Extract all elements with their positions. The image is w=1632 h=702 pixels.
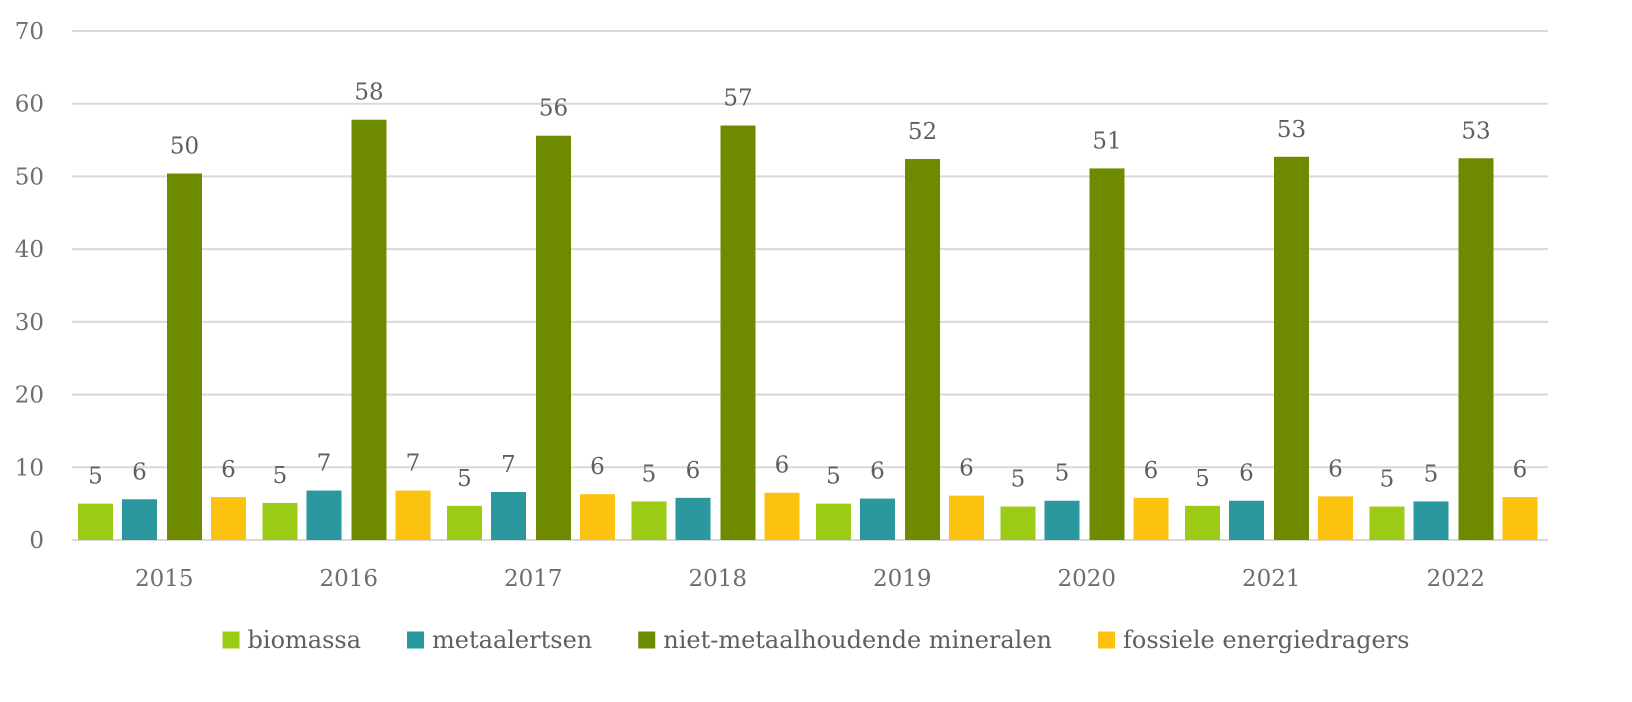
x-tick-label: 2020 bbox=[1057, 566, 1116, 592]
legend-swatch bbox=[407, 631, 425, 649]
x-tick-label: 2017 bbox=[504, 566, 563, 592]
bar-niet-metaalhoudende-mineralen-2018 bbox=[720, 125, 756, 541]
data-label: 6 bbox=[1328, 456, 1343, 482]
data-label: 53 bbox=[1461, 118, 1490, 144]
bar-biomassa-2016 bbox=[262, 502, 298, 540]
bar-metaalertsen-2020 bbox=[1044, 500, 1080, 540]
bar-metaalertsen-2016 bbox=[306, 490, 342, 540]
y-axis: 0 10 20 30 40 50 60 70 bbox=[15, 19, 44, 554]
legend-label: niet-metaalhoudende mineralen bbox=[663, 626, 1052, 654]
bar-fossiele-energiedragers-2017 bbox=[580, 494, 615, 540]
y-tick-label: 50 bbox=[15, 164, 44, 190]
data-label: 5 bbox=[273, 463, 288, 489]
bar-biomassa-2015 bbox=[78, 503, 113, 540]
data-label: 5 bbox=[642, 461, 657, 487]
data-label: 5 bbox=[88, 464, 103, 490]
bar-niet-metaalhoudende-mineralen-2016 bbox=[351, 119, 387, 540]
bar-niet-metaalhoudende-mineralen-2019 bbox=[905, 158, 940, 540]
bar-fossiele-energiedragers-2021 bbox=[1318, 496, 1353, 540]
x-tick-label: 2021 bbox=[1242, 566, 1301, 592]
data-label: 7 bbox=[317, 451, 332, 477]
data-label: 6 bbox=[686, 458, 701, 484]
bar-biomassa-2019 bbox=[816, 503, 851, 540]
gridlines bbox=[72, 30, 1548, 541]
data-label: 53 bbox=[1277, 117, 1306, 143]
data-label: 6 bbox=[1239, 461, 1254, 487]
y-tick-label: 0 bbox=[29, 528, 44, 554]
x-tick-label: 2022 bbox=[1426, 566, 1485, 592]
legend: biomassa metaalertsen niet-metaalhoudende … bbox=[222, 626, 1409, 654]
data-label: 6 bbox=[132, 459, 147, 485]
data-label: 5 bbox=[1424, 461, 1439, 487]
y-tick-label: 40 bbox=[15, 237, 44, 263]
data-label: 6 bbox=[1513, 457, 1528, 483]
bar-biomassa-2017 bbox=[447, 505, 482, 540]
bar-metaalertsen-2021 bbox=[1229, 500, 1264, 540]
legend-swatch bbox=[222, 631, 240, 649]
legend-swatch bbox=[1098, 631, 1116, 649]
bar-metaalertsen-2017 bbox=[491, 492, 526, 540]
legend-label: fossiele energiedragers bbox=[1123, 626, 1409, 654]
data-label: 57 bbox=[723, 86, 752, 112]
data-label: 5 bbox=[457, 466, 472, 492]
y-tick-label: 20 bbox=[15, 383, 44, 409]
bar-metaalertsen-2022 bbox=[1413, 501, 1449, 540]
y-tick-label: 30 bbox=[15, 310, 44, 336]
bar-metaalertsen-2015 bbox=[122, 499, 157, 540]
bar-niet-metaalhoudende-mineralen-2020 bbox=[1089, 168, 1125, 540]
bar-biomassa-2018 bbox=[631, 501, 667, 540]
bar-biomassa-2020 bbox=[1000, 506, 1036, 540]
x-axis: 2015 2016 2017 2018 2019 2020 2021 2022 bbox=[135, 566, 1485, 592]
legend-swatch bbox=[638, 631, 656, 649]
data-label: 6 bbox=[775, 453, 790, 479]
data-label: 56 bbox=[539, 96, 568, 122]
x-tick-label: 2016 bbox=[319, 566, 378, 592]
bar-niet-metaalhoudende-mineralen-2022 bbox=[1458, 158, 1494, 540]
bar-niet-metaalhoudende-mineralen-2021 bbox=[1274, 156, 1309, 540]
y-tick-label: 70 bbox=[15, 19, 44, 45]
data-label: 7 bbox=[501, 452, 516, 478]
data-label: 6 bbox=[959, 456, 974, 482]
data-label: 58 bbox=[354, 80, 383, 106]
bar-metaalertsen-2019 bbox=[860, 498, 895, 540]
bar-niet-metaalhoudende-mineralen-2017 bbox=[536, 135, 571, 541]
bar-fossiele-energiedragers-2020 bbox=[1133, 497, 1169, 540]
bar-niet-metaalhoudende-mineralen-2015 bbox=[167, 173, 202, 540]
data-label: 6 bbox=[870, 459, 885, 485]
data-label: 51 bbox=[1092, 128, 1121, 154]
bar-biomassa-2022 bbox=[1369, 506, 1405, 540]
x-tick-label: 2019 bbox=[873, 566, 932, 592]
bar-fossiele-energiedragers-2022 bbox=[1502, 497, 1538, 540]
legend-label: biomassa bbox=[248, 626, 362, 654]
data-label: 52 bbox=[908, 119, 937, 145]
y-tick-label: 10 bbox=[15, 455, 44, 481]
bar-biomassa-2021 bbox=[1185, 505, 1220, 540]
bar-fossiele-energiedragers-2019 bbox=[949, 495, 984, 540]
data-label: 5 bbox=[1011, 467, 1026, 493]
bar-fossiele-energiedragers-2015 bbox=[211, 497, 246, 540]
data-label: 5 bbox=[826, 464, 841, 490]
x-tick-label: 2018 bbox=[688, 566, 747, 592]
data-label: 5 bbox=[1380, 467, 1395, 493]
y-tick-label: 60 bbox=[15, 92, 44, 118]
data-label: 6 bbox=[590, 454, 605, 480]
bar-metaalertsen-2018 bbox=[675, 497, 711, 540]
bars bbox=[78, 119, 1538, 541]
data-label: 7 bbox=[406, 451, 421, 477]
data-label: 6 bbox=[221, 457, 236, 483]
data-label: 50 bbox=[170, 134, 199, 160]
x-tick-label: 2015 bbox=[135, 566, 194, 592]
bar-fossiele-energiedragers-2016 bbox=[395, 490, 431, 540]
data-label: 5 bbox=[1055, 461, 1070, 487]
data-label: 6 bbox=[1144, 458, 1159, 484]
data-label: 5 bbox=[1195, 466, 1210, 492]
legend-label: metaalertsen bbox=[432, 626, 592, 654]
bar-fossiele-energiedragers-2018 bbox=[764, 492, 800, 540]
